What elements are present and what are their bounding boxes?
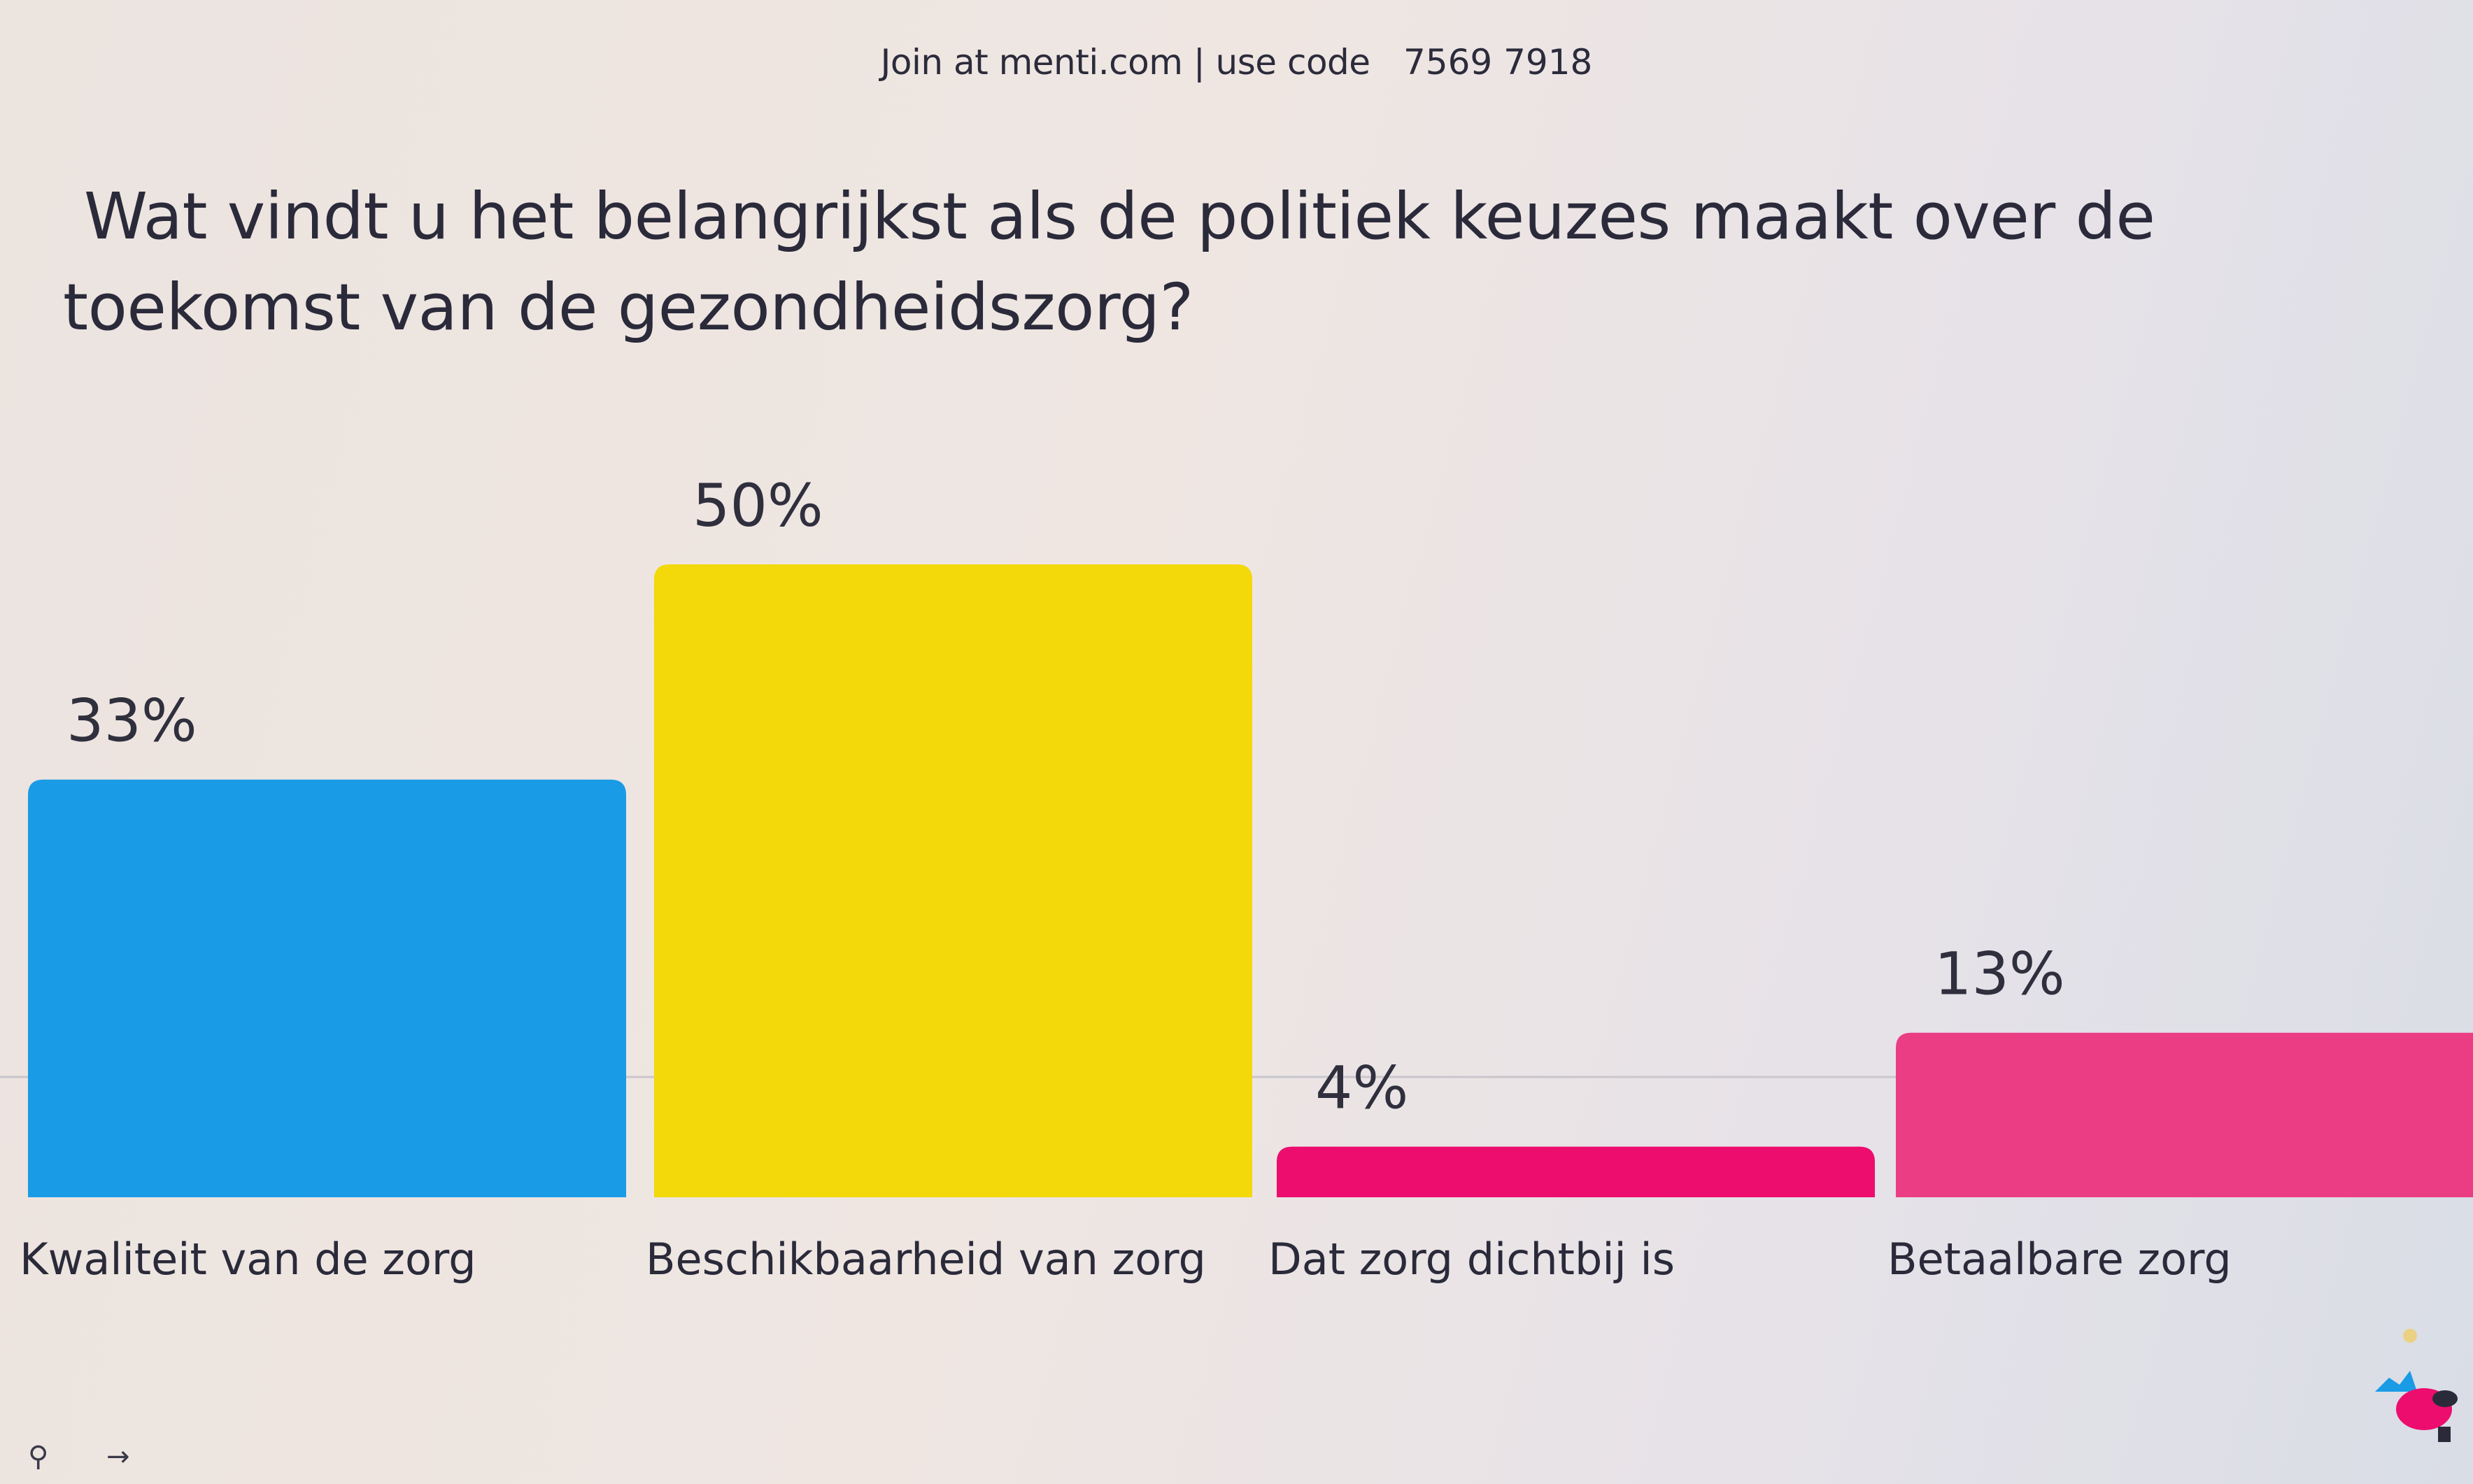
category-label: Kwaliteit van de zorg [20, 1234, 476, 1285]
bar-3 [1896, 1032, 2473, 1197]
bar-value-label: 33% [66, 687, 197, 755]
category-label: Beschikbaarheid van zorg [646, 1234, 1206, 1285]
reactions-icon [2375, 1329, 2458, 1442]
question-title: Wat vindt u het belangrijkst als de poli… [63, 179, 2155, 345]
category-label: Betaalbare zorg [1887, 1234, 2232, 1285]
bar-2 [1277, 1146, 1875, 1197]
bar-value-label: 50% [693, 471, 823, 540]
bar-0 [28, 779, 626, 1197]
footer-controls: ⚲ → [28, 1441, 179, 1473]
arrow-right-icon[interactable]: → [106, 1441, 130, 1473]
join-code: 7569 7918 [1403, 42, 1593, 83]
join-instructions: Join at menti.com | use code 7569 7918 [0, 42, 2473, 83]
category-label: Dat zorg dichtbij is [1268, 1234, 1675, 1285]
bar-value-label: 13% [1934, 940, 2065, 1008]
pin-icon[interactable]: ⚲ [28, 1441, 49, 1473]
join-text: Join at menti.com | use code [880, 42, 1370, 83]
bar-value-label: 4% [1315, 1054, 1408, 1122]
bar-1 [654, 564, 1252, 1197]
